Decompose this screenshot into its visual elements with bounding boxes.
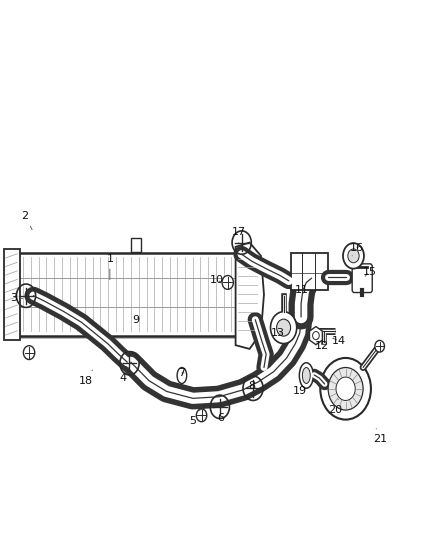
Text: 4: 4 bbox=[120, 367, 128, 383]
Polygon shape bbox=[236, 243, 264, 349]
Text: 21: 21 bbox=[374, 429, 388, 445]
Bar bbox=[21, 256, 239, 339]
Circle shape bbox=[320, 358, 371, 419]
Bar bbox=[131, 238, 141, 252]
Circle shape bbox=[375, 341, 385, 352]
Text: 1: 1 bbox=[106, 254, 113, 280]
Bar bbox=[291, 253, 328, 290]
Text: 11: 11 bbox=[295, 286, 309, 295]
Text: 17: 17 bbox=[232, 227, 246, 243]
Text: 6: 6 bbox=[218, 407, 225, 423]
Text: 18: 18 bbox=[79, 370, 93, 386]
FancyBboxPatch shape bbox=[352, 264, 372, 293]
Circle shape bbox=[348, 249, 359, 263]
Text: 7: 7 bbox=[178, 368, 185, 378]
Ellipse shape bbox=[177, 368, 187, 383]
Text: 20: 20 bbox=[328, 399, 342, 415]
Text: 14: 14 bbox=[332, 336, 346, 346]
Polygon shape bbox=[310, 327, 322, 345]
Text: 12: 12 bbox=[314, 338, 328, 351]
Text: 9: 9 bbox=[132, 314, 140, 325]
Text: 5: 5 bbox=[189, 410, 200, 426]
Circle shape bbox=[222, 276, 233, 289]
Circle shape bbox=[271, 312, 297, 344]
Text: 10: 10 bbox=[210, 275, 224, 285]
Ellipse shape bbox=[299, 363, 313, 388]
Circle shape bbox=[343, 243, 364, 269]
Circle shape bbox=[23, 346, 35, 360]
Text: 16: 16 bbox=[350, 243, 364, 256]
Circle shape bbox=[196, 409, 207, 422]
Text: 19: 19 bbox=[293, 381, 307, 397]
Ellipse shape bbox=[302, 368, 310, 383]
Text: 8: 8 bbox=[248, 378, 255, 391]
Circle shape bbox=[336, 377, 355, 400]
Text: 15: 15 bbox=[363, 267, 377, 277]
Bar bbox=[4, 249, 20, 340]
Text: 3: 3 bbox=[10, 293, 22, 303]
Text: 2: 2 bbox=[21, 211, 32, 230]
Circle shape bbox=[328, 368, 363, 410]
Circle shape bbox=[277, 319, 290, 336]
Bar bbox=[18, 253, 237, 336]
Text: 13: 13 bbox=[271, 328, 285, 338]
Circle shape bbox=[313, 332, 319, 340]
